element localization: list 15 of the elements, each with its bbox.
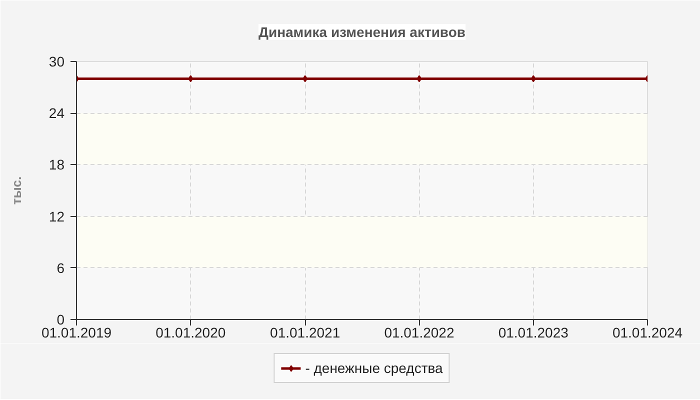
- y-tick-label: 18: [48, 156, 65, 173]
- x-tick-label: 01.01.2024: [612, 324, 683, 340]
- legend-label: - денежные средства: [305, 360, 443, 376]
- y-tick-label: 0: [56, 312, 65, 328]
- y-axis-title: тыс.: [8, 176, 24, 205]
- chart-title: Динамика изменения активов: [258, 24, 466, 40]
- x-tick-label: 01.01.2023: [498, 324, 569, 340]
- y-tick-label: 30: [48, 54, 65, 70]
- y-tick-label: 12: [48, 208, 65, 224]
- x-tick-label: 01.01.2021: [270, 324, 340, 340]
- x-tick-label: 01.01.2019: [41, 324, 112, 340]
- x-tick-label: 01.01.2020: [156, 324, 226, 340]
- x-tick-label: 01.01.2022: [384, 324, 454, 340]
- y-tick-label: 6: [56, 260, 65, 276]
- y-tick-label: 24: [48, 105, 65, 122]
